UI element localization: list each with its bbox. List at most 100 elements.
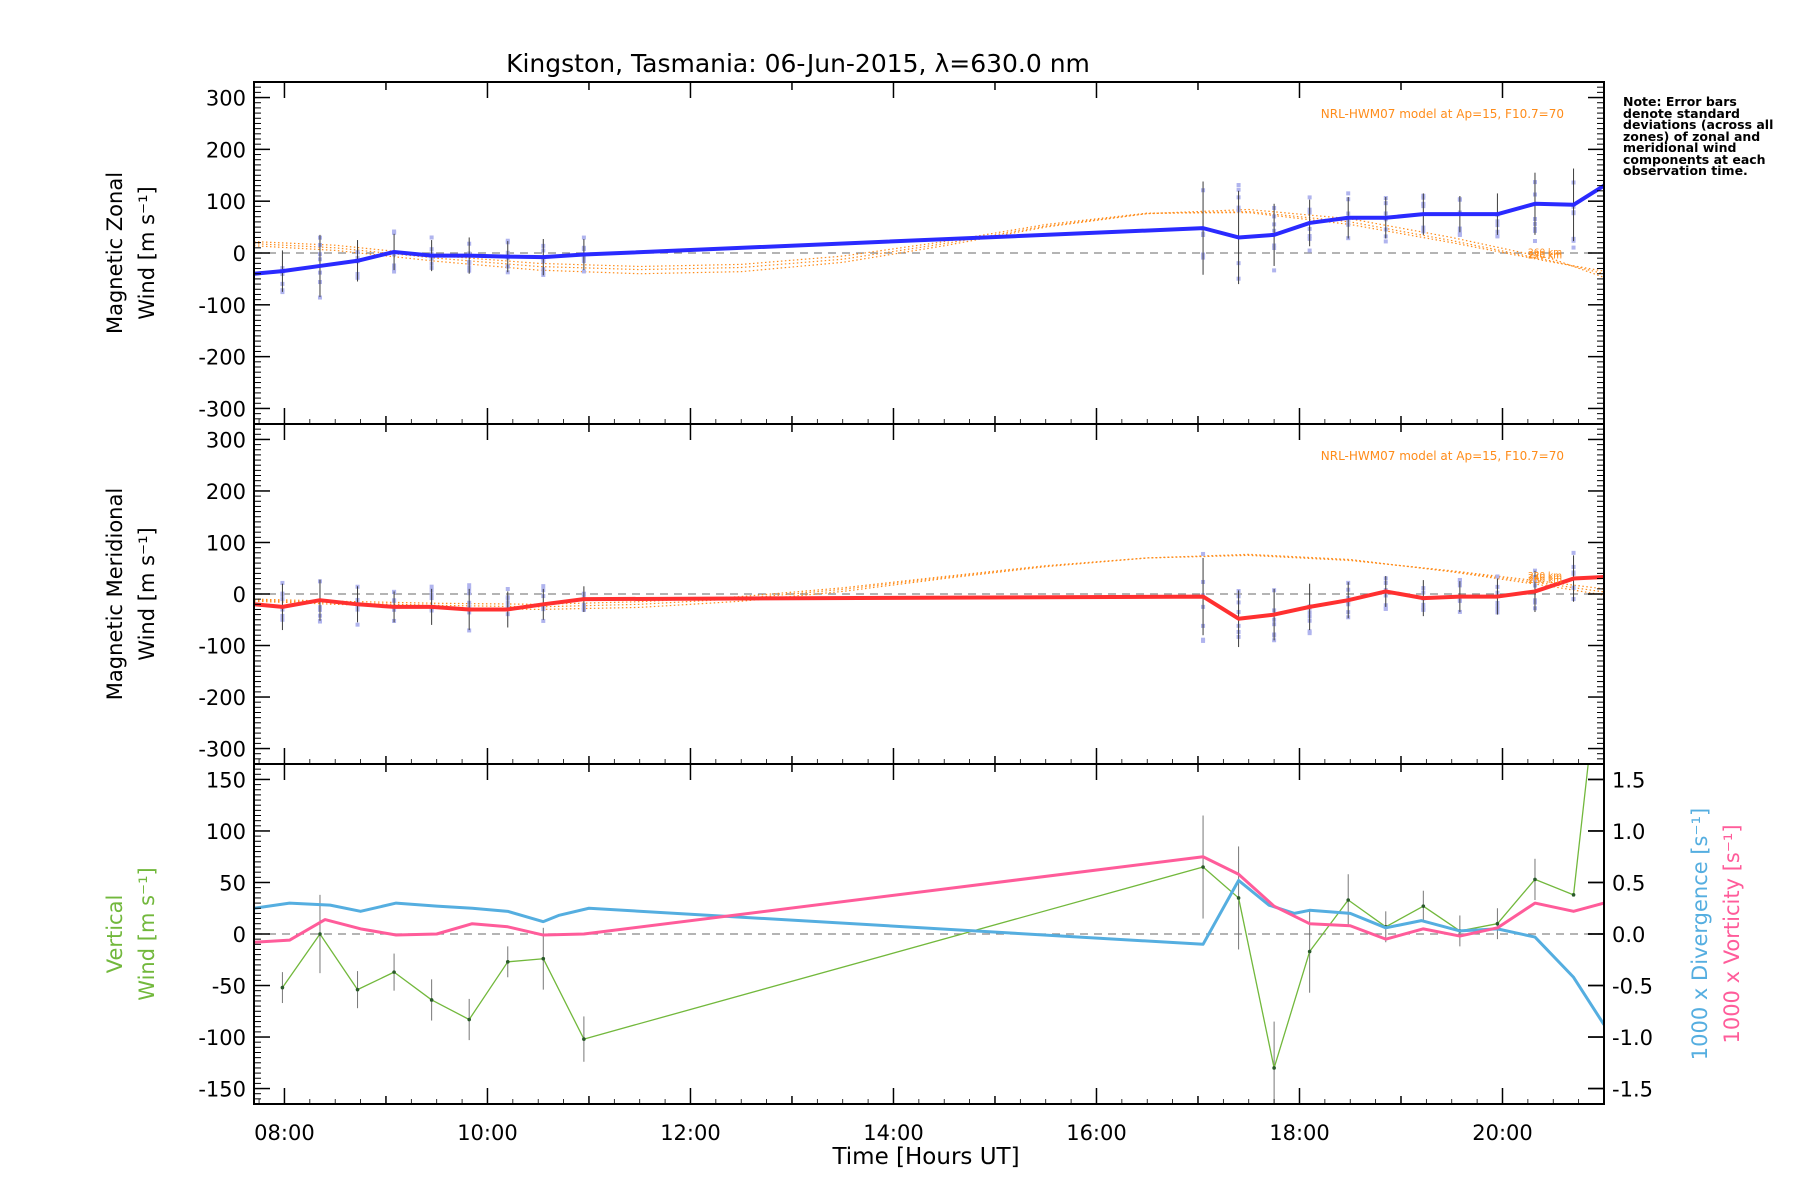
data-point — [1571, 893, 1576, 897]
data-point — [1307, 949, 1312, 954]
y-tick-label: 150 — [206, 768, 246, 792]
zone-sample — [505, 270, 510, 275]
y-axis-label-line-2: Wind [m s⁻¹] — [135, 186, 159, 319]
series-line-1000-x-vorticity — [254, 855, 1604, 944]
zone-sample — [355, 622, 360, 627]
error-bar-note: Note: Error bars denote standard deviati… — [1623, 94, 1774, 178]
y-axis-label-line-2: Wind [m s⁻¹] — [135, 867, 159, 1000]
y2-tick-label: 1.0 — [1612, 820, 1645, 844]
data-point — [392, 970, 396, 974]
y2-tick-label: 1.5 — [1612, 768, 1645, 792]
y-tick-label: -50 — [212, 975, 246, 999]
plot-area-meridional — [254, 550, 1604, 648]
y-axis-label-line-1: Vertical — [103, 895, 127, 974]
panel-vertical: 150 100 50 0 -50 -100 -150 Vertical Wind [m s⁻¹]… — [103, 763, 1744, 1105]
y2-tick-label: -0.5 — [1612, 975, 1653, 999]
y-tick-label: 100 — [206, 531, 246, 555]
y-tick-label: -200 — [198, 686, 246, 710]
zone-sample — [392, 269, 397, 274]
zone-sample — [1457, 230, 1462, 235]
model-altitude-label: 260 km — [1528, 576, 1562, 586]
zone-sample — [1457, 578, 1462, 583]
zone-sample — [429, 584, 434, 589]
data-point — [429, 998, 434, 1002]
model-altitude-label: 240 km — [1528, 574, 1562, 584]
zone-sample — [1201, 637, 1206, 642]
zone-sample — [1383, 606, 1388, 611]
data-point — [1236, 896, 1241, 900]
model-label: NRL-HWM07 model at Ap=15, F10.7=70 — [1321, 449, 1564, 463]
x-tick-label: 08:00 — [254, 1121, 315, 1145]
zone-sample — [541, 618, 546, 623]
y-tick-label: -300 — [198, 738, 246, 762]
y-axis-label-line-2: Wind [m s⁻¹] — [135, 527, 159, 660]
zone-sample — [1272, 268, 1277, 273]
data-point — [1272, 1066, 1276, 1070]
x-tick-label: 16:00 — [1066, 1121, 1127, 1145]
zone-sample — [429, 235, 434, 240]
zone-sample — [1495, 574, 1500, 579]
plot-area-zonal — [254, 168, 1604, 300]
data-point — [1346, 898, 1351, 902]
y-tick-label: -100 — [198, 1026, 246, 1050]
zone-sample — [581, 269, 586, 274]
y2-tick-label: -1.0 — [1612, 1026, 1653, 1050]
y2-axis-label-divergence: 1000 x Divergence [s⁻¹] — [1688, 808, 1712, 1060]
y2-tick-label: 0.5 — [1612, 871, 1645, 895]
zone-sample — [280, 290, 285, 295]
y-tick-label: 0 — [233, 923, 246, 947]
data-point — [541, 956, 546, 961]
y2-tick-label: 0.0 — [1612, 923, 1645, 947]
chart-title: Kingston, Tasmania: 06-Jun-2015, λ=630.0… — [506, 49, 1090, 78]
y-tick-label: 300 — [206, 87, 246, 111]
y2-tick-label: -1.5 — [1612, 1078, 1653, 1102]
data-point — [1495, 921, 1500, 926]
data-point — [1421, 904, 1426, 908]
y-tick-label: 200 — [206, 480, 246, 504]
data-point — [280, 985, 285, 990]
model-altitude-label: 260 km — [1528, 248, 1562, 258]
zone-sample — [541, 584, 546, 589]
zone-sample — [392, 230, 397, 235]
y-tick-label: -150 — [198, 1078, 246, 1102]
zone-sample — [1457, 232, 1462, 237]
zone-sample — [467, 583, 472, 588]
data-point — [355, 987, 360, 992]
model-altitude-label: 220 km — [1528, 251, 1562, 261]
zone-sample — [467, 628, 472, 633]
zone-sample — [1307, 195, 1312, 200]
y-tick-label: -100 — [198, 294, 246, 318]
x-tick-label: 12:00 — [660, 1121, 721, 1145]
panel-meridional: NRL-HWM07 model at Ap=15, F10.7=70 220 km… — [103, 423, 1605, 765]
zone-sample — [1307, 629, 1312, 634]
zone-sample — [1307, 248, 1312, 253]
x-tick-label: 14:00 — [863, 1121, 924, 1145]
series-line-meridional — [254, 575, 1604, 621]
y-tick-label: 0 — [233, 242, 246, 266]
data-point — [467, 1017, 471, 1022]
zone-sample — [581, 235, 586, 240]
y-tick-label: 300 — [206, 428, 246, 452]
model-altitude-label: 220 km — [1528, 572, 1562, 582]
data-point — [505, 960, 510, 964]
zone-sample — [317, 619, 322, 624]
series-line-zonal — [254, 183, 1604, 276]
zone-sample — [1495, 233, 1500, 238]
zone-sample — [1346, 191, 1351, 196]
zone-sample — [505, 586, 510, 591]
zone-sample — [1571, 245, 1576, 250]
zone-sample — [1201, 551, 1206, 556]
y-tick-label: -200 — [198, 346, 246, 370]
y-tick-label: 50 — [219, 871, 246, 895]
data-point — [1201, 865, 1205, 869]
zone-sample — [1236, 183, 1241, 188]
plot-panels: NRL-HWM07 model at Ap=15, F10.7=70 220 km… — [103, 81, 1744, 1145]
zone-sample — [1532, 568, 1537, 573]
model-label: NRL-HWM07 model at Ap=15, F10.7=70 — [1321, 107, 1564, 121]
y-tick-label: 200 — [206, 138, 246, 162]
y-tick-label: 100 — [206, 820, 246, 844]
zone-sample — [1571, 550, 1576, 555]
y-axis-label-line-1: Magnetic Meridional — [103, 488, 127, 700]
panel-zonal: NRL-HWM07 model at Ap=15, F10.7=70 220 km… — [103, 81, 1605, 425]
